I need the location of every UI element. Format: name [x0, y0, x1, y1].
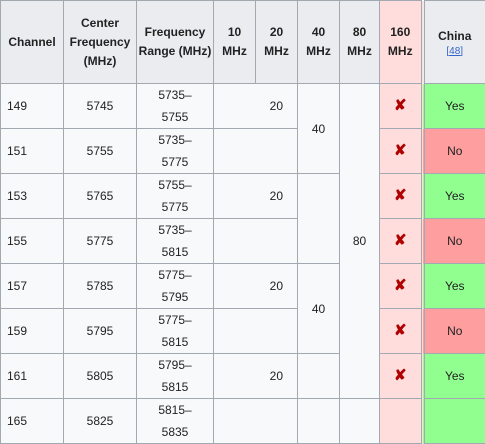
range-end: 5835	[162, 425, 189, 439]
width-20-cell: 20	[214, 354, 298, 399]
width-40-cell	[298, 354, 340, 399]
header-center-frequency: Center Frequency (MHz)	[64, 1, 137, 84]
channel-cell: 155	[1, 219, 64, 264]
header-china: China [48]	[423, 1, 485, 84]
range-start: 5735–	[158, 133, 191, 147]
header-row: Channel Center Frequency (MHz) Frequency…	[1, 1, 485, 84]
channel-cell: 157	[1, 264, 64, 309]
center-frequency-cell: 5805	[64, 354, 137, 399]
table-row: 153 5765 5755– 5775 20 ✘ Yes	[1, 174, 485, 219]
header-80mhz: 80 MHz	[340, 1, 380, 84]
width-20-cell: 20	[214, 84, 298, 129]
range-end: 5775	[162, 200, 189, 214]
frequency-range-cell: 5795– 5815	[137, 354, 214, 399]
china-status-cell: Yes	[423, 354, 485, 399]
width-160-cross: ✘	[380, 174, 423, 219]
range-start: 5735–	[158, 88, 191, 102]
frequency-range-cell: 5735– 5775	[137, 129, 214, 174]
range-start: 5795–	[158, 358, 191, 372]
range-start: 5775–	[158, 313, 191, 327]
width-160-cross: ✘	[380, 354, 423, 399]
width-20-cell	[214, 309, 298, 354]
width-20-cell	[214, 399, 298, 444]
width-20-cell: 20	[214, 174, 298, 219]
width-160-cross: ✘	[380, 219, 423, 264]
channel-cell: 149	[1, 84, 64, 129]
channel-cell: 151	[1, 129, 64, 174]
china-status-cell: No	[423, 309, 485, 354]
center-frequency-cell: 5745	[64, 84, 137, 129]
width-160-cross: ✘	[380, 129, 423, 174]
table-row: 155 5775 5735– 5815 ✘ No	[1, 219, 485, 264]
header-channel: Channel	[1, 1, 64, 84]
width-40-cell: 40	[298, 84, 340, 174]
china-status-cell	[423, 399, 485, 444]
china-status-cell: Yes	[423, 174, 485, 219]
frequency-range-cell: 5755– 5775	[137, 174, 214, 219]
range-end: 5755	[162, 110, 189, 124]
table-row: 149 5745 5735–5755 20 40 80 ✘ Yes	[1, 84, 485, 129]
channel-cell: 159	[1, 309, 64, 354]
table-row: 165 5825 5815– 5835	[1, 399, 485, 444]
center-frequency-cell: 5785	[64, 264, 137, 309]
range-start: 5735–	[158, 223, 191, 237]
table-row: 151 5755 5735– 5775 ✘ No	[1, 129, 485, 174]
frequency-range-cell: 5815– 5835	[137, 399, 214, 444]
frequency-range-cell: 5735– 5815	[137, 219, 214, 264]
frequency-range-cell: 5775– 5815	[137, 309, 214, 354]
header-china-label: China	[438, 29, 471, 43]
range-end: 5775	[162, 155, 189, 169]
header-10mhz: 10 MHz	[214, 1, 256, 84]
width-20-cell: 20	[214, 264, 298, 309]
width-80-cell: 80	[340, 84, 380, 399]
width-160-cross: ✘	[380, 264, 423, 309]
header-frequency-range: Frequency Range (MHz)	[137, 1, 214, 84]
width-160-cell	[380, 399, 423, 444]
width-20-cell	[214, 219, 298, 264]
channel-cell: 161	[1, 354, 64, 399]
width-160-cross: ✘	[380, 309, 423, 354]
range-start: 5775–	[158, 268, 191, 282]
china-status-cell: Yes	[423, 84, 485, 129]
width-80-cell	[340, 399, 380, 444]
range-start: 5815–	[158, 403, 191, 417]
header-40mhz: 40 MHz	[298, 1, 340, 84]
center-frequency-cell: 5765	[64, 174, 137, 219]
width-40-cell	[298, 174, 340, 264]
center-frequency-cell: 5795	[64, 309, 137, 354]
channel-cell: 165	[1, 399, 64, 444]
range-end: 5815	[162, 380, 189, 394]
range-end: 5815	[162, 245, 189, 259]
table-row: 159 5795 5775– 5815 ✘ No	[1, 309, 485, 354]
width-20-cell	[214, 129, 298, 174]
range-start: 5755–	[158, 178, 191, 192]
china-status-cell: Yes	[423, 264, 485, 309]
china-reference-link[interactable]: [48]	[425, 46, 485, 58]
header-160mhz: 160 MHz	[380, 1, 423, 84]
frequency-range-cell: 5775– 5795	[137, 264, 214, 309]
channel-cell: 153	[1, 174, 64, 219]
width-40-cell: 40	[298, 264, 340, 354]
range-end: 5795	[162, 290, 189, 304]
range-end: 5815	[162, 335, 189, 349]
china-status-cell: No	[423, 219, 485, 264]
table-row: 161 5805 5795– 5815 20 ✘ Yes	[1, 354, 485, 399]
width-160-cross: ✘	[380, 84, 423, 129]
center-frequency-cell: 5755	[64, 129, 137, 174]
header-20mhz: 20 MHz	[256, 1, 298, 84]
center-frequency-cell: 5825	[64, 399, 137, 444]
center-frequency-cell: 5775	[64, 219, 137, 264]
frequency-range-cell: 5735– 5755	[137, 84, 214, 129]
china-status-cell: No	[423, 129, 485, 174]
width-40-cell	[298, 399, 340, 444]
table-row: 157 5785 5775–5795 20 40 ✘ Yes	[1, 264, 485, 309]
